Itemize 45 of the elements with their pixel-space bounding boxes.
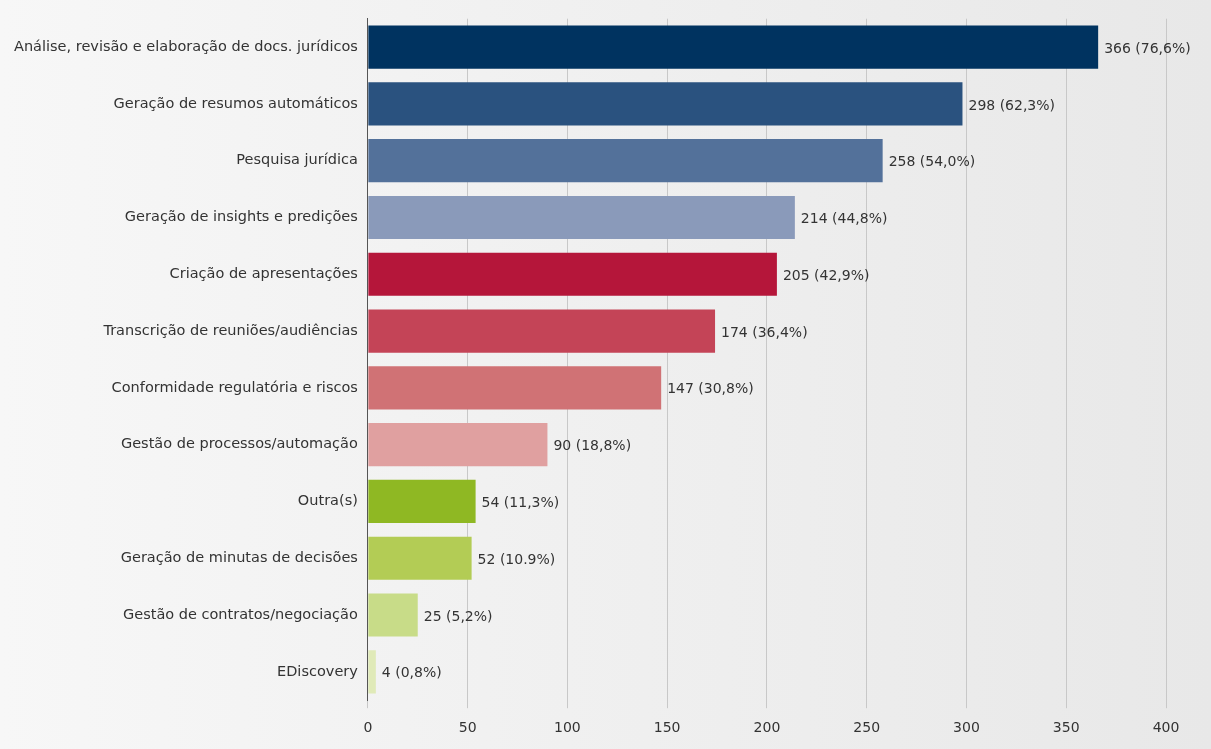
y-tick-label: Outra(s) [297,492,358,509]
x-tick-label: 400 [1152,719,1180,736]
bar [368,309,716,353]
data-label: 205 (42,9%) [782,266,870,283]
y-tick-label: Gestão de processos/automação [120,435,358,452]
y-tick-label: Criação de apresentações [169,265,358,282]
bar [368,25,1099,69]
x-tick-label: 350 [1052,719,1080,736]
data-label: 366 (76,6%) [1104,39,1191,56]
data-label: 214 (44,8%) [800,210,888,227]
y-tick-label: Pesquisa jurídica [236,151,358,168]
data-label: 147 (30,8%) [667,380,754,397]
bar [368,252,777,296]
x-tick-label: 0 [363,719,373,736]
data-label: 25 (5,2%) [423,607,493,624]
y-tick-label: EDiscovery [277,662,359,679]
x-tick-label: 250 [853,719,881,736]
y-tick-label: Conformidade regulatória e riscos [111,378,358,395]
bar [368,139,883,183]
x-tick-label: 200 [753,719,781,736]
data-label: 258 (54,0%) [888,153,976,170]
bar [368,536,472,580]
y-tick-label: Geração de resumos automáticos [113,94,358,111]
x-tick-label: 50 [458,719,477,736]
y-tick-label: Geração de insights e predições [124,208,358,225]
data-label: 174 (36,4%) [721,323,808,340]
y-tick-label: Gestão de contratos/negociação [122,605,358,622]
bar [368,650,376,694]
data-label: 52 (10.9%) [477,550,556,567]
x-tick-label: 100 [554,719,581,736]
data-label: 90 (18,8%) [553,437,632,454]
data-label: 4 (0,8%) [381,664,442,681]
data-label: 298 (62,3%) [968,96,1056,113]
y-tick-label: Transcrição de reuniões/audiências [102,321,358,338]
bar [368,479,476,524]
y-tick-label: Análise, revisão e elaboração de docs. jurídicos [14,37,358,54]
data-label: 54 (11,3%) [481,494,560,511]
bar [368,82,963,126]
bar [368,593,418,637]
bar [368,423,548,467]
y-tick-label: Geração de minutas de decisões [120,548,358,565]
bar [368,366,662,410]
x-tick-label: 150 [653,719,681,736]
bar [368,195,795,240]
x-tick-label: 300 [953,719,980,736]
